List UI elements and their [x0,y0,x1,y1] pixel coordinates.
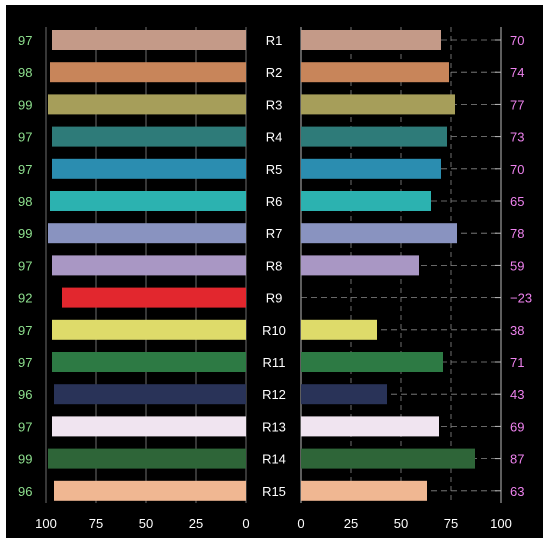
right-value-label: −23 [510,291,532,306]
right-value-label: 65 [510,194,524,209]
right-value-label: 59 [510,258,524,273]
left-value-label: 98 [18,65,32,80]
left-x-tick-label: 50 [139,516,153,531]
right-bar-r1 [301,30,441,50]
left-value-label: 97 [18,323,32,338]
left-bar-r9 [62,287,246,308]
right-bar-r11 [301,352,443,372]
left-bar-r5 [52,158,246,179]
category-label: R1 [266,33,283,48]
category-label: R9 [266,291,283,306]
left-value-label: 99 [18,226,32,241]
left-bar-r10 [52,319,246,340]
category-label: R5 [266,162,283,177]
left-value-label: 96 [18,484,32,499]
right-bar-r13 [301,416,439,437]
right-x-tick-label: 75 [444,516,458,531]
left-bar-r3 [48,94,246,115]
left-x-tick-label: 75 [89,516,103,531]
left-value-label: 97 [18,162,32,177]
left-bar-r4 [52,126,246,147]
left-value-label: 92 [18,291,32,306]
right-bar-r3 [301,94,455,115]
left-bar-r2 [50,62,246,83]
right-value-label: 70 [510,33,524,48]
right-x-tick-label: 0 [297,516,304,531]
left-bar-r12 [54,384,246,405]
left-value-label: 97 [18,258,32,273]
category-label: R11 [263,355,286,370]
category-label: R6 [266,194,283,209]
right-bar-r15 [301,480,427,501]
left-bar-r7 [48,223,246,244]
right-bar-r10 [301,319,377,340]
right-value-label: 74 [510,65,524,80]
right-bar-r14 [301,448,475,469]
right-x-tick-label: 100 [490,516,512,531]
category-label: R15 [262,484,286,499]
left-value-label: 96 [18,387,32,402]
left-x-tick-label: 0 [242,516,249,531]
category-label: R13 [262,419,286,434]
category-label: R10 [262,323,286,338]
left-bar-r13 [52,416,246,437]
left-bar-r6 [50,191,246,211]
left-value-label: 99 [18,452,32,467]
category-label: R2 [266,65,283,80]
left-value-label: 97 [18,130,32,145]
left-value-label: 97 [18,355,32,370]
left-bar-r11 [52,352,246,372]
right-value-label: 63 [510,484,524,499]
right-value-label: 70 [510,162,524,177]
right-x-tick-label: 25 [344,516,358,531]
back-to-back-bar-chart: 97 98 99 97 97 98 99 97 92 97 97 96 97 99 96 70 74 77 73 70… [18,27,532,531]
right-value-label: 73 [510,130,524,145]
category-label: R12 [262,387,286,402]
right-bar-r6 [301,191,431,211]
right-value-label: 71 [510,355,524,370]
category-label: R3 [266,97,283,112]
right-value-label: 43 [510,387,524,402]
right-value-label: 77 [510,97,524,112]
right-bar-r8 [301,255,419,276]
right-value-label: 87 [510,452,524,467]
left-value-label: 97 [18,419,32,434]
category-label: R14 [262,452,286,467]
right-value-label: 38 [510,323,524,338]
right-bar-r12 [301,384,387,405]
left-value-label: 98 [18,194,32,209]
left-value-label: 97 [18,33,32,48]
left-bar-r1 [52,30,246,50]
left-x-tick-label: 100 [35,516,57,531]
left-bar-r8 [52,255,246,276]
right-bar-r2 [301,62,449,83]
right-value-label: 69 [510,419,524,434]
left-bar-r15 [54,480,246,501]
left-value-label: 99 [18,97,32,112]
left-bar-r14 [48,448,246,469]
category-label: R8 [266,258,283,273]
right-bar-r7 [301,223,457,244]
chart-frame: 97 98 99 97 97 98 99 97 92 97 97 96 97 99 96 70 74 77 73 70… [6,5,543,538]
right-value-label: 78 [510,226,524,241]
right-bar-r5 [301,158,441,179]
right-bar-r4 [301,126,447,147]
right-x-tick-label: 50 [394,516,408,531]
category-label: R4 [266,130,283,145]
left-x-tick-label: 25 [189,516,203,531]
category-label: R7 [266,226,283,241]
